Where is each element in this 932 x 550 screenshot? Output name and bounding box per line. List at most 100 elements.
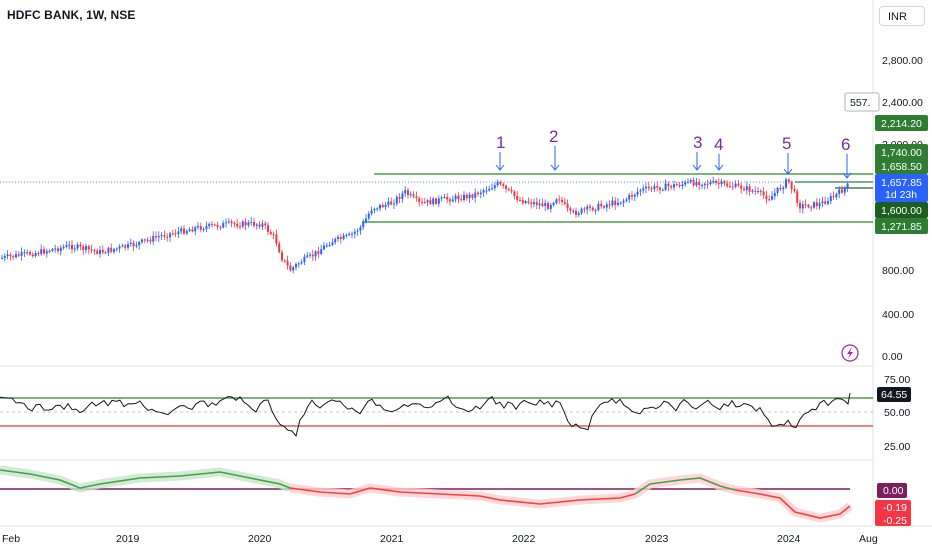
candle-body (681, 184, 684, 187)
candle-body (720, 181, 723, 185)
candle-body (712, 181, 715, 183)
candle-body (127, 244, 129, 248)
candle-body (605, 204, 608, 208)
candle-body (628, 195, 631, 200)
candle-body (43, 249, 45, 254)
candle-body (297, 263, 300, 265)
candle-body (527, 201, 530, 203)
candle-body (773, 192, 776, 197)
candle-body (647, 186, 650, 189)
candle-body (202, 228, 205, 230)
candle-body (124, 245, 127, 248)
time-label: 2024 (777, 533, 801, 545)
candle-body (701, 184, 703, 186)
candle-body (502, 184, 505, 186)
candle-body (166, 236, 169, 238)
candle-body (577, 213, 580, 215)
candle-body (633, 194, 636, 197)
candle-body (673, 184, 675, 188)
candlestick-series[interactable] (1, 176, 849, 274)
annotation-number: 4 (714, 135, 723, 154)
candle-body (222, 223, 225, 228)
candle-body (118, 246, 121, 249)
candle-body (337, 236, 339, 239)
oscillator-line-negative[interactable] (734, 489, 851, 519)
candle-body (457, 195, 460, 200)
candle-body (384, 204, 387, 207)
candle-body (379, 204, 381, 209)
price-tick: 800.00 (882, 265, 914, 277)
candle-body (227, 221, 230, 223)
candle-body (524, 201, 527, 204)
candle-body (787, 179, 790, 182)
candle-body (659, 187, 661, 190)
candle-body (748, 186, 751, 192)
candle-body (482, 190, 485, 193)
candle-body (645, 186, 647, 189)
price-tick: 2,800.00 (882, 55, 923, 67)
chart-symbol-title: HDFC BANK, 1W, NSE (7, 8, 136, 22)
svg-text:1,657.85: 1,657.85 (881, 177, 922, 189)
candle-body (678, 184, 681, 187)
candle-body (107, 247, 110, 253)
candle-body (661, 189, 664, 191)
candle-body (664, 183, 667, 190)
candle-body (454, 195, 457, 200)
time-label: 2022 (512, 533, 536, 545)
lightning-icon[interactable] (841, 344, 859, 362)
annotation-number: 6 (841, 135, 850, 154)
oscillator-line-negative[interactable] (289, 487, 636, 505)
candle-body (617, 202, 619, 205)
candle-body (376, 208, 379, 210)
candle-body (390, 201, 393, 205)
price-tag-1658: 1,658.50 (875, 158, 928, 174)
candle-body (177, 231, 180, 234)
candle-body (197, 226, 199, 228)
down-arrow-icon (550, 146, 560, 171)
candle-body (603, 206, 605, 208)
time-label: 2019 (116, 533, 140, 545)
candle-body (370, 210, 373, 214)
candle-body (474, 192, 477, 198)
candle-body (670, 186, 673, 188)
candle-body (40, 249, 43, 254)
candle-body (555, 199, 558, 203)
rsi-line[interactable] (0, 392, 851, 437)
candle-body (180, 228, 183, 232)
candle-body (208, 223, 211, 227)
candle-body (9, 254, 12, 257)
candle-body (846, 183, 849, 188)
currency-selector[interactable]: INR (879, 6, 925, 26)
oscillator-line-positive[interactable] (0, 469, 291, 489)
candle-body (113, 249, 115, 252)
candle-body (331, 242, 334, 246)
oscillator-value-tag: -0.19 -0.25 (875, 500, 911, 527)
candle-body (530, 202, 533, 205)
candle-body (362, 222, 365, 228)
oscillator-line-positive[interactable] (634, 477, 736, 495)
oscillator-zero-tag: 0.00 (877, 483, 907, 498)
svg-text:557.: 557. (850, 97, 870, 109)
candle-body (541, 203, 544, 207)
candle-body (796, 191, 799, 203)
candle-body (600, 203, 603, 207)
candle-body (507, 188, 510, 190)
candle-body (611, 200, 614, 206)
candle-body (387, 201, 390, 205)
candle-body (715, 181, 717, 183)
candle-body (205, 226, 208, 229)
candle-body (544, 202, 547, 207)
candle-body (519, 200, 521, 202)
candle-body (342, 235, 345, 239)
price-tag-2214: 2,214.20 (875, 115, 928, 131)
candle-body (15, 254, 17, 258)
candle-body (54, 248, 57, 250)
candle-body (141, 239, 143, 243)
candle-body (415, 196, 418, 199)
candle-body (31, 254, 34, 257)
candle-body (281, 252, 283, 261)
candle-body (785, 179, 787, 188)
candle-body (303, 256, 306, 263)
candle-body (821, 201, 824, 204)
